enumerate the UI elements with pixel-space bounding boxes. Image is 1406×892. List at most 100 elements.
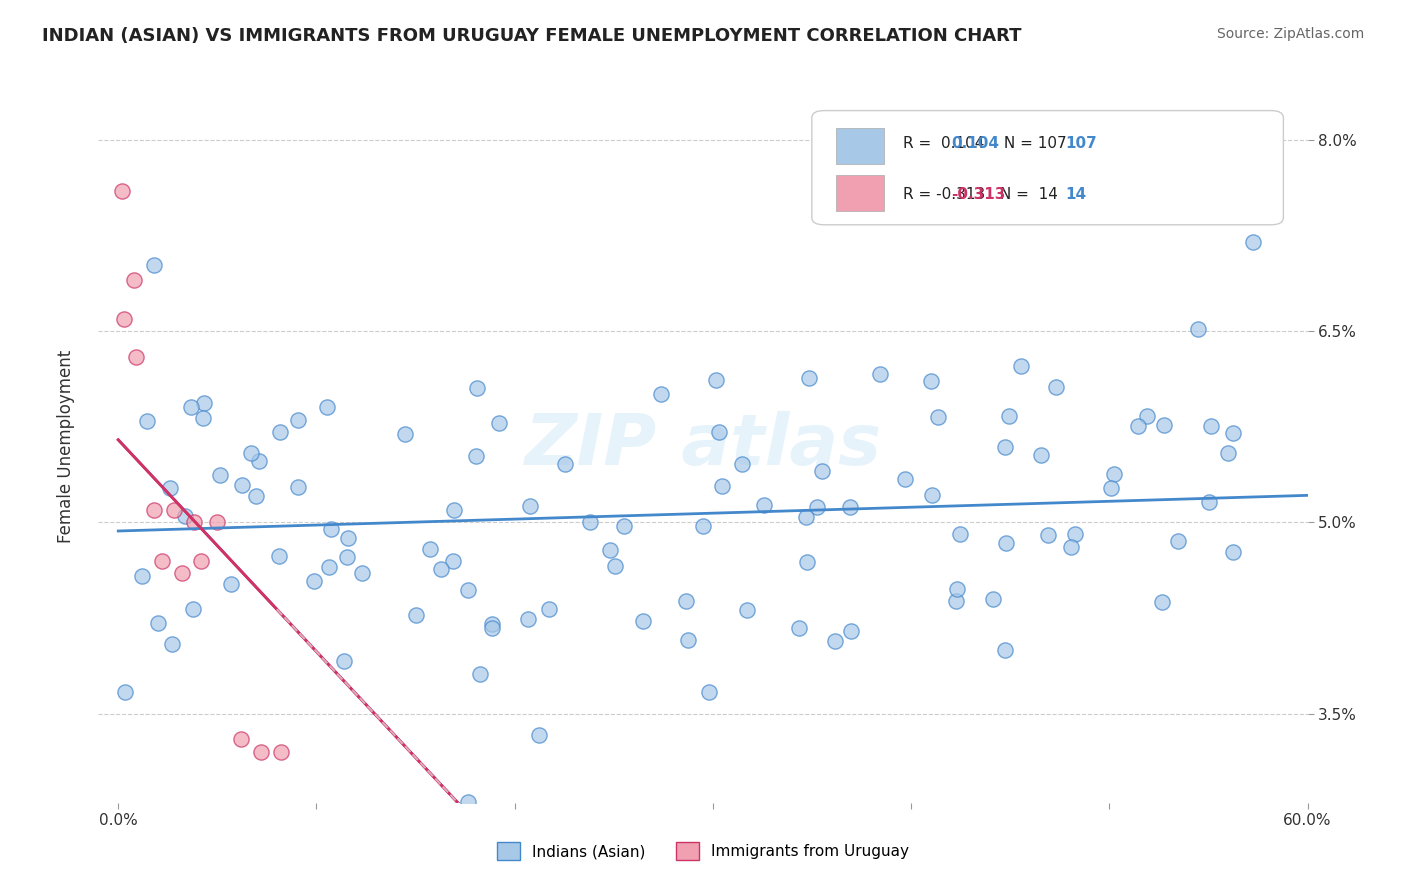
Point — [193, 410, 215, 425]
Point — [945, 593, 967, 607]
Point — [287, 413, 309, 427]
Point — [316, 400, 339, 414]
Point — [838, 500, 860, 514]
Point — [394, 427, 416, 442]
Point — [269, 425, 291, 440]
Point — [183, 516, 205, 530]
Point — [1167, 533, 1189, 548]
Point — [111, 184, 134, 198]
Point — [1187, 321, 1209, 335]
Point — [796, 554, 818, 568]
FancyBboxPatch shape — [811, 111, 1284, 225]
Point — [142, 502, 165, 516]
Text: 107: 107 — [1066, 136, 1098, 151]
Point — [131, 568, 153, 582]
Point — [267, 549, 290, 563]
Point — [1045, 380, 1067, 394]
Point — [995, 536, 1018, 550]
Point — [981, 592, 1004, 607]
Point — [193, 395, 215, 409]
Point — [304, 574, 326, 589]
Point — [122, 273, 145, 287]
Point — [810, 464, 832, 478]
Point — [799, 371, 821, 385]
Point — [710, 479, 733, 493]
Point — [554, 457, 576, 471]
Point — [704, 373, 727, 387]
Point — [519, 499, 541, 513]
Point — [1064, 526, 1087, 541]
Point — [675, 594, 697, 608]
Point — [207, 516, 229, 530]
Point — [441, 554, 464, 568]
Point — [352, 566, 374, 580]
Point — [180, 400, 202, 414]
Point — [136, 414, 159, 428]
Point — [231, 732, 253, 747]
Point — [1150, 595, 1173, 609]
Point — [464, 449, 486, 463]
Point — [250, 745, 273, 759]
Text: -0.313: -0.313 — [950, 186, 1005, 202]
Point — [1099, 481, 1122, 495]
Text: R =  0.104    N = 107: R = 0.104 N = 107 — [903, 136, 1066, 151]
Point — [920, 374, 942, 388]
Point — [692, 518, 714, 533]
Point — [488, 416, 510, 430]
Point — [160, 637, 183, 651]
Point — [174, 509, 197, 524]
Point — [537, 601, 560, 615]
Point — [208, 467, 231, 482]
Point — [927, 409, 949, 424]
Point — [1136, 409, 1159, 423]
Point — [163, 502, 186, 516]
Text: R = -0.313   N =  14: R = -0.313 N = 14 — [903, 186, 1057, 202]
Point — [170, 566, 193, 581]
Point — [468, 667, 491, 681]
Point — [231, 478, 253, 492]
Point — [1029, 448, 1052, 462]
Point — [789, 621, 811, 635]
Point — [318, 559, 340, 574]
Point — [994, 440, 1017, 454]
Point — [676, 632, 699, 647]
Point — [946, 582, 969, 596]
Point — [1241, 235, 1264, 249]
Point — [287, 480, 309, 494]
Point — [465, 381, 488, 395]
Point — [709, 425, 731, 439]
Point — [332, 654, 354, 668]
Point — [457, 795, 479, 809]
Point — [1010, 359, 1032, 374]
Point — [735, 603, 758, 617]
Point — [529, 728, 551, 742]
Point — [1201, 419, 1223, 434]
Point — [114, 684, 136, 698]
Text: INDIAN (ASIAN) VS IMMIGRANTS FROM URUGUAY FEMALE UNEMPLOYMENT CORRELATION CHART: INDIAN (ASIAN) VS IMMIGRANTS FROM URUGUA… — [42, 27, 1022, 45]
Point — [752, 498, 775, 512]
Point — [949, 526, 972, 541]
Point — [419, 542, 441, 557]
Text: Source: ZipAtlas.com: Source: ZipAtlas.com — [1216, 27, 1364, 41]
Point — [336, 550, 359, 565]
Point — [1060, 540, 1083, 554]
Point — [998, 409, 1021, 423]
Point — [457, 582, 479, 597]
Point — [405, 608, 427, 623]
Bar — [837, 175, 884, 211]
Point — [1153, 418, 1175, 433]
Point — [613, 519, 636, 533]
Point — [894, 473, 917, 487]
Point — [599, 543, 621, 558]
Point — [146, 615, 169, 630]
Point — [994, 643, 1017, 657]
Point — [150, 554, 173, 568]
Point — [1036, 528, 1059, 542]
Point — [921, 488, 943, 502]
Point — [336, 531, 359, 545]
Point — [517, 612, 540, 626]
Point — [245, 489, 267, 503]
Text: 14: 14 — [1066, 186, 1087, 202]
Point — [125, 350, 148, 364]
Point — [839, 624, 862, 639]
